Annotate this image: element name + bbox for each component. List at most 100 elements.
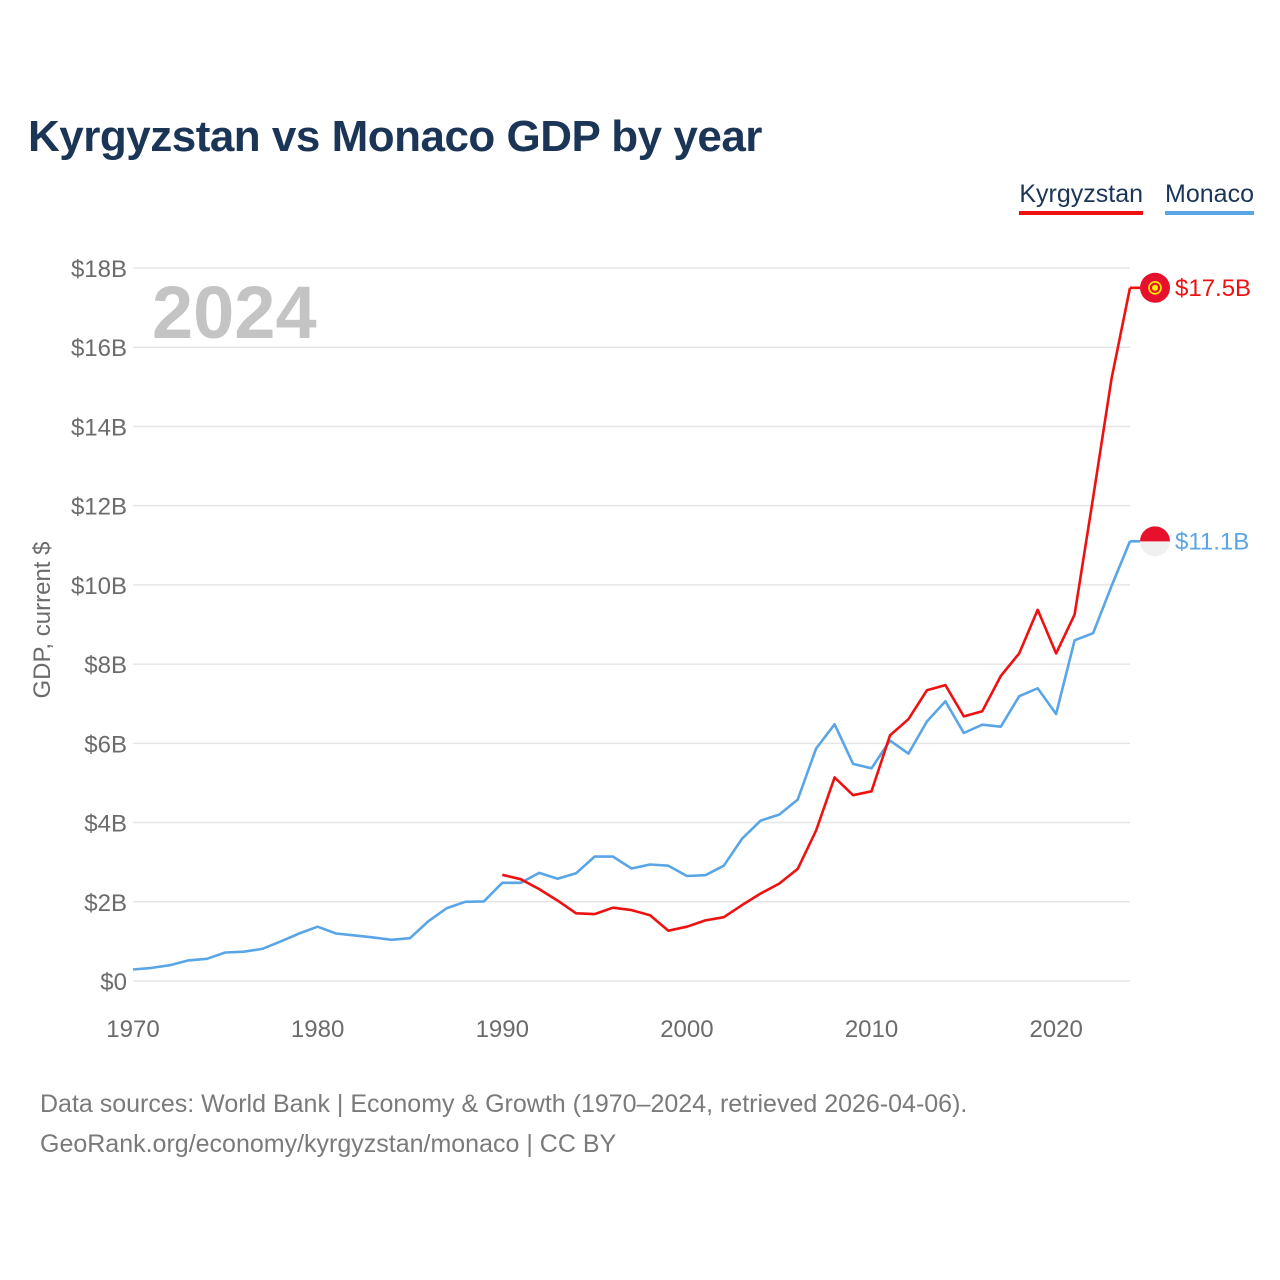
- data-point-kyrgyzstan[interactable]: [553, 896, 563, 906]
- data-point-kyrgyzstan[interactable]: [885, 730, 895, 740]
- data-point-kyrgyzstan[interactable]: [737, 900, 747, 910]
- data-point-monaco[interactable]: [903, 749, 913, 759]
- data-point-monaco[interactable]: [202, 954, 212, 964]
- data-point-kyrgyzstan[interactable]: [1107, 374, 1117, 384]
- data-point-kyrgyzstan[interactable]: [1051, 648, 1061, 658]
- data-point-kyrgyzstan[interactable]: [682, 922, 692, 932]
- data-point-monaco[interactable]: [442, 903, 452, 913]
- data-point-monaco[interactable]: [571, 868, 581, 878]
- data-point-monaco[interactable]: [1088, 628, 1098, 638]
- data-point-kyrgyzstan[interactable]: [516, 874, 526, 884]
- data-point-kyrgyzstan[interactable]: [1014, 648, 1024, 658]
- data-point-monaco[interactable]: [276, 936, 286, 946]
- data-point-monaco[interactable]: [700, 870, 710, 880]
- data-point-kyrgyzstan[interactable]: [867, 786, 877, 796]
- data-point-monaco[interactable]: [922, 717, 932, 727]
- data-point-monaco[interactable]: [867, 763, 877, 773]
- data-point-kyrgyzstan[interactable]: [1033, 605, 1043, 615]
- data-point-monaco[interactable]: [294, 928, 304, 938]
- data-point-monaco[interactable]: [645, 860, 655, 870]
- data-point-monaco[interactable]: [368, 932, 378, 942]
- data-point-kyrgyzstan[interactable]: [756, 888, 766, 898]
- data-point-monaco[interactable]: [220, 947, 230, 957]
- data-point-kyrgyzstan[interactable]: [940, 680, 950, 690]
- data-point-monaco[interactable]: [940, 696, 950, 706]
- x-tick-label: 1980: [291, 1016, 344, 1043]
- data-point-monaco[interactable]: [737, 833, 747, 843]
- y-tick-label: $0: [100, 969, 127, 996]
- data-point-monaco[interactable]: [331, 928, 341, 938]
- data-point-monaco[interactable]: [1033, 683, 1043, 693]
- data-point-monaco[interactable]: [682, 871, 692, 881]
- y-axis-label: GDP, current $: [29, 542, 56, 699]
- data-point-kyrgyzstan[interactable]: [700, 915, 710, 925]
- y-tick-label: $16B: [71, 335, 127, 362]
- data-point-monaco[interactable]: [774, 810, 784, 820]
- data-point-monaco[interactable]: [1014, 691, 1024, 701]
- data-point-kyrgyzstan[interactable]: [627, 905, 637, 915]
- data-point-monaco[interactable]: [479, 896, 489, 906]
- data-point-monaco[interactable]: [959, 728, 969, 738]
- data-point-monaco[interactable]: [719, 861, 729, 871]
- data-point-kyrgyzstan[interactable]: [608, 903, 618, 913]
- data-point-monaco[interactable]: [313, 922, 323, 932]
- data-point-monaco[interactable]: [977, 720, 987, 730]
- data-point-monaco[interactable]: [146, 963, 156, 973]
- data-point-kyrgyzstan[interactable]: [534, 884, 544, 894]
- data-point-kyrgyzstan[interactable]: [719, 912, 729, 922]
- data-point-kyrgyzstan[interactable]: [1070, 610, 1080, 620]
- y-tick-label: $2B: [84, 890, 127, 917]
- data-point-kyrgyzstan[interactable]: [571, 908, 581, 918]
- data-point-kyrgyzstan[interactable]: [922, 685, 932, 695]
- x-tick-label: 2010: [845, 1016, 898, 1043]
- data-point-monaco[interactable]: [793, 795, 803, 805]
- data-point-monaco[interactable]: [350, 930, 360, 940]
- data-point-monaco[interactable]: [996, 722, 1006, 732]
- data-point-monaco[interactable]: [553, 874, 563, 884]
- footer-credit[interactable]: GeoRank.org/economy/kyrgyzstan/monaco | …: [40, 1130, 617, 1158]
- data-point-kyrgyzstan[interactable]: [811, 825, 821, 835]
- data-point-kyrgyzstan[interactable]: [497, 870, 507, 880]
- data-point-monaco[interactable]: [257, 944, 267, 954]
- x-tick-label: 2000: [660, 1016, 713, 1043]
- data-point-kyrgyzstan[interactable]: [1088, 493, 1098, 503]
- data-point-monaco[interactable]: [627, 864, 637, 874]
- data-point-monaco[interactable]: [756, 816, 766, 826]
- data-point-monaco[interactable]: [405, 933, 415, 943]
- flag-sun-core-icon: [1152, 284, 1158, 291]
- monaco-flag-red-half: [1140, 526, 1170, 542]
- data-point-monaco[interactable]: [663, 861, 673, 871]
- data-point-monaco[interactable]: [1107, 581, 1117, 591]
- data-point-kyrgyzstan[interactable]: [959, 711, 969, 721]
- data-point-monaco[interactable]: [1051, 709, 1061, 719]
- data-point-kyrgyzstan[interactable]: [645, 910, 655, 920]
- year-watermark: 2024: [152, 271, 317, 354]
- data-point-monaco[interactable]: [423, 916, 433, 926]
- data-point-monaco[interactable]: [848, 759, 858, 769]
- data-point-monaco[interactable]: [1070, 635, 1080, 645]
- data-point-monaco[interactable]: [128, 965, 138, 975]
- data-point-monaco[interactable]: [830, 719, 840, 729]
- data-point-monaco[interactable]: [165, 960, 175, 970]
- data-point-monaco[interactable]: [811, 743, 821, 753]
- data-point-monaco[interactable]: [183, 955, 193, 965]
- data-point-kyrgyzstan[interactable]: [977, 706, 987, 716]
- data-point-monaco[interactable]: [534, 868, 544, 878]
- legend-item-kyrgyzstan[interactable]: Kyrgyzstan: [1019, 180, 1144, 215]
- data-point-monaco[interactable]: [608, 852, 618, 862]
- legend-item-monaco[interactable]: Monaco: [1165, 180, 1254, 215]
- data-point-monaco[interactable]: [239, 947, 249, 957]
- data-point-kyrgyzstan[interactable]: [774, 879, 784, 889]
- data-point-kyrgyzstan[interactable]: [590, 909, 600, 919]
- y-tick-label: $8B: [84, 652, 127, 679]
- data-point-kyrgyzstan[interactable]: [903, 714, 913, 724]
- data-point-kyrgyzstan[interactable]: [793, 864, 803, 874]
- data-point-kyrgyzstan[interactable]: [996, 671, 1006, 681]
- data-point-monaco[interactable]: [590, 852, 600, 862]
- data-point-monaco[interactable]: [386, 935, 396, 945]
- data-point-kyrgyzstan[interactable]: [848, 790, 858, 800]
- data-point-monaco[interactable]: [460, 897, 470, 907]
- data-point-kyrgyzstan[interactable]: [663, 926, 673, 936]
- series-line-monaco: [132, 540, 1132, 971]
- data-point-kyrgyzstan[interactable]: [830, 772, 840, 782]
